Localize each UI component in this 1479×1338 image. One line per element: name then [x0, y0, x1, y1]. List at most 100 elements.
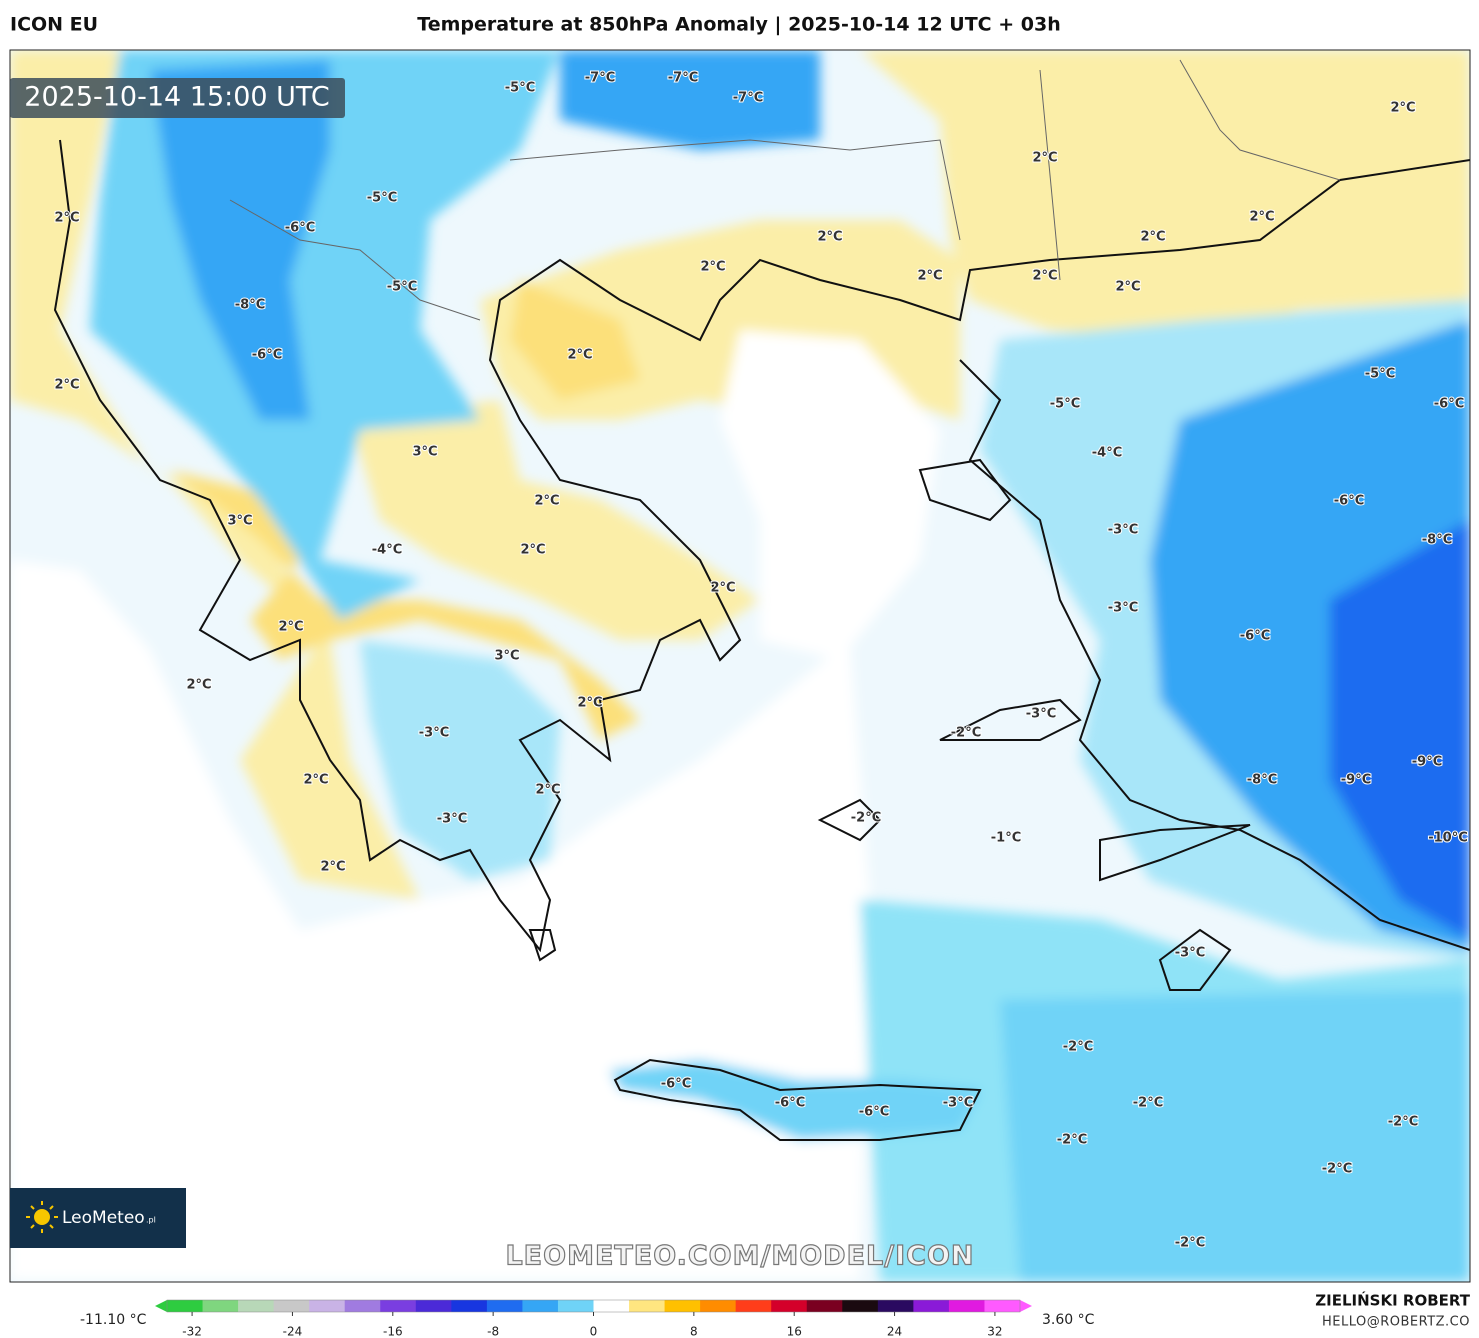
map-label: -6°C [1240, 629, 1270, 644]
map-label: 2°C [278, 620, 303, 635]
colorbar-tick-label: 24 [887, 1325, 902, 1338]
logo-suffix: .pl [146, 1216, 156, 1225]
colorbar-tick-label: 8 [690, 1325, 698, 1338]
map-label: -5°C [505, 81, 535, 96]
colorbar-swatch [806, 1300, 843, 1312]
map-label: -2°C [1322, 1162, 1352, 1177]
model-name: ICON EU [10, 14, 98, 36]
colorbar-tick-label: 32 [987, 1325, 1002, 1338]
logo-text: LeoMeteo [62, 1208, 145, 1228]
colorbar-min: -11.10 °C [80, 1312, 147, 1328]
colorbar-swatch [415, 1300, 452, 1312]
colorbar-extend-high [1020, 1300, 1032, 1312]
colorbar-swatch [629, 1300, 666, 1312]
map-frame [9, 49, 1471, 1283]
colorbar-extend-low [155, 1300, 167, 1312]
map-label: -6°C [859, 1105, 889, 1120]
colorbar-swatch [842, 1300, 879, 1312]
colorbar-swatch [771, 1300, 808, 1312]
map-label: -5°C [1365, 367, 1395, 382]
map-label: -3°C [1108, 523, 1138, 538]
map-label: -9°C [1341, 773, 1371, 788]
colorbar-swatch [557, 1300, 594, 1312]
colorbar-swatch [913, 1300, 950, 1312]
map-label: 2°C [1032, 151, 1057, 166]
map-label: -5°C [367, 191, 397, 206]
colorbar-tick-label: 16 [787, 1325, 802, 1338]
map-label: -5°C [1050, 397, 1080, 412]
map-label: -2°C [1063, 1040, 1093, 1055]
colorbar-swatch [522, 1300, 559, 1312]
time-box [10, 78, 345, 118]
colorbar-swatch [877, 1300, 914, 1312]
map-label: 2°C [710, 581, 735, 596]
map-label: -9°C [1412, 755, 1442, 770]
author-name: ZIELIŃSKI ROBERT [1315, 1291, 1470, 1310]
author-email: HELLO@ROBERTZ.CO [1322, 1315, 1470, 1330]
map-label: 2°C [54, 378, 79, 393]
map-label: -2°C [1057, 1133, 1087, 1148]
map-label: 2°C [303, 773, 328, 788]
map-label: -7°C [585, 71, 615, 86]
map-label: 2°C [534, 494, 559, 509]
map-label: -6°C [1434, 397, 1464, 412]
map-label: 2°C [320, 860, 345, 875]
map-label: -6°C [252, 348, 282, 363]
colorbar-tick-label: 0 [590, 1325, 598, 1338]
map-label: -3°C [1026, 707, 1056, 722]
colorbar-tick-label: -24 [283, 1325, 303, 1338]
colorbar-swatch [451, 1300, 488, 1312]
map-label: -3°C [419, 726, 449, 741]
colorbar-swatch [273, 1300, 310, 1312]
map-label: 2°C [535, 783, 560, 798]
colorbar-tick-label: -32 [182, 1325, 202, 1338]
map-label: -3°C [1175, 946, 1205, 961]
map-label: -2°C [1175, 1236, 1205, 1251]
colorbar: -32 -24 -16 -8 0 8 16 24 32 [155, 1299, 1032, 1338]
map-label: 2°C [700, 260, 725, 275]
map-label: 2°C [817, 230, 842, 245]
map-label: 3°C [412, 445, 437, 460]
field-shading [10, 50, 1470, 1282]
map-label: -7°C [668, 71, 698, 86]
map-label: 2°C [567, 348, 592, 363]
map-label: 2°C [1032, 269, 1057, 284]
map-label: 3°C [494, 649, 519, 664]
map-label: -2°C [1388, 1115, 1418, 1130]
map-label: -6°C [285, 221, 315, 236]
map-label: -4°C [372, 543, 402, 558]
colorbar-swatch [948, 1300, 985, 1312]
map-label: -2°C [951, 726, 981, 741]
map-label: -2°C [851, 811, 881, 826]
map-label: -2°C [1133, 1096, 1163, 1111]
map-label: -1°C [991, 831, 1021, 846]
map-label: -10°C [1428, 831, 1468, 846]
borders [229, 59, 1341, 321]
colorbar-tick-label: -8 [487, 1325, 499, 1338]
map-field [10, 50, 1470, 1282]
map-label: -4°C [1092, 446, 1122, 461]
map-label: 2°C [577, 696, 602, 711]
colorbar-swatch [238, 1300, 275, 1312]
map-label: -6°C [775, 1096, 805, 1111]
map-label: -3°C [437, 812, 467, 827]
colorbar-swatch [984, 1300, 1021, 1312]
map-label: -6°C [661, 1077, 691, 1092]
logo-sun [26, 1201, 58, 1233]
map-title: Temperature at 850hPa Anomaly | 2025-10-… [417, 14, 1060, 36]
map-labels: -5°C -7°C -7°C -7°C 2°C 2°C -5°C 2°C -6°C 2°C 2°C 2… [53, 70, 1468, 1252]
colorbar-swatch [664, 1300, 701, 1312]
colorbar-swatch [380, 1300, 417, 1312]
colorbar-swatch [735, 1300, 772, 1312]
map-label: 2°C [1390, 101, 1415, 116]
colorbar-tick-label: -16 [383, 1325, 403, 1338]
colorbar-swatch [202, 1300, 239, 1312]
map-label: 2°C [1249, 210, 1274, 225]
map-label: 3°C [227, 514, 252, 529]
colorbar-swatch [593, 1300, 630, 1312]
map-label: -5°C [387, 280, 417, 295]
colorbar-swatch [167, 1300, 204, 1312]
colorbar-swatch [309, 1300, 346, 1312]
